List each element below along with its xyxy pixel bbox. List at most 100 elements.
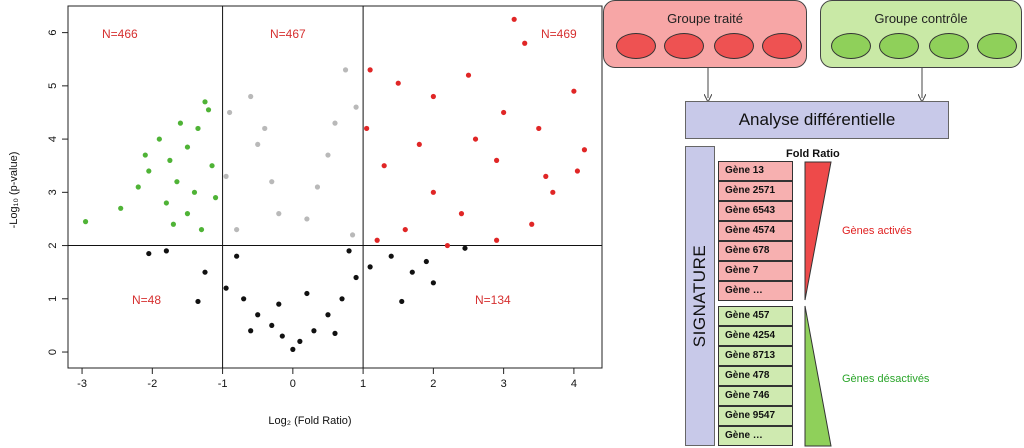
scatter-point	[430, 93, 436, 100]
scatter-point	[332, 330, 338, 336]
scatter-point	[297, 338, 303, 344]
scatter-point	[353, 274, 359, 281]
scatter-point	[195, 125, 201, 132]
scatter-point	[381, 163, 387, 169]
scatter-point	[279, 333, 285, 339]
scatter-point	[511, 16, 517, 22]
control-sample-3	[929, 33, 969, 59]
axis-ticks: -3 -2 -1 0 1 2 3 4 0 1 2 3 4 5 6	[47, 30, 577, 390]
scatter-point	[311, 328, 317, 334]
scatter-point	[269, 322, 275, 329]
scatter-point	[304, 216, 310, 222]
y-tick-label: 2	[47, 242, 59, 248]
gene-down-item: Gène 457	[718, 306, 793, 326]
quadrant-count-bottom-left: N=48	[132, 293, 161, 307]
scatter-point	[325, 312, 331, 318]
scatter-point	[167, 157, 173, 163]
gene-up-item: Gène …	[718, 281, 793, 301]
scatter-point	[276, 301, 282, 307]
scatter-point	[423, 258, 429, 265]
gene-up-item: Gène 678	[718, 241, 793, 261]
scatter-point	[444, 242, 451, 249]
activated-genes-label: Gènes activés	[842, 225, 912, 237]
y-tick-label: 1	[47, 296, 59, 302]
scatter-point	[494, 237, 500, 243]
gene-up-item: Gène 2571	[718, 181, 793, 201]
scatter-point	[367, 264, 373, 270]
scatter-point	[581, 147, 588, 153]
treated-sample-3	[714, 33, 754, 59]
scatter-point	[212, 195, 219, 201]
scatter-point	[135, 184, 141, 190]
gene-down-item: Gène 9547	[718, 406, 793, 426]
scatter-point	[346, 248, 352, 254]
differential-analysis-box: Analyse différentielle	[685, 101, 949, 139]
scatter-point	[241, 296, 247, 302]
gene-up-item: Gène 13	[718, 161, 793, 181]
scatter-point	[202, 269, 208, 275]
gene-down-item: Gène 4254	[718, 326, 793, 346]
scatter-point	[269, 179, 275, 185]
scatter-point	[198, 226, 205, 233]
x-axis-label: Log₂ (Fold Ratio)	[268, 415, 351, 427]
control-group-title: Groupe contrôle	[874, 11, 968, 26]
scatter-point	[223, 285, 229, 291]
scatter-point	[402, 226, 408, 233]
gene-down-item: Gène …	[718, 426, 793, 446]
scatter-point	[364, 125, 370, 132]
scatter-point	[255, 141, 261, 148]
scatter-point	[118, 205, 124, 211]
scatter-point	[571, 88, 577, 94]
scatter-point	[163, 200, 169, 206]
scatter-point	[195, 298, 201, 305]
scatter-point	[223, 173, 229, 179]
scatter-point	[248, 328, 254, 334]
quadrant-count-top-left: N=466	[102, 27, 138, 41]
scatter-point	[163, 248, 169, 254]
scatter-point	[314, 184, 321, 190]
gene-up-item: Gène 4574	[718, 221, 793, 241]
fold-ratio-wedges	[804, 161, 832, 447]
x-tick-label: 4	[571, 378, 577, 390]
scatter-point	[339, 296, 345, 302]
scatter-point	[262, 125, 268, 132]
scatter-point	[465, 72, 472, 78]
control-sample-4	[977, 33, 1017, 59]
scatter-point	[304, 290, 310, 297]
scatter-point	[184, 211, 191, 217]
scatter-point	[184, 144, 191, 150]
scatter-point	[574, 168, 581, 174]
scatter-point	[529, 221, 535, 227]
scatter-point	[342, 67, 349, 73]
scatter-point	[501, 109, 507, 116]
control-sample-1	[831, 33, 871, 59]
scatter-point	[430, 189, 436, 195]
scatter-point	[276, 211, 282, 217]
y-tick-label: 4	[47, 136, 59, 142]
y-tick-label: 5	[47, 83, 59, 89]
scatter-point	[205, 107, 212, 113]
scatter-point	[191, 189, 198, 195]
plot-frame	[67, 5, 603, 369]
scatter-point	[399, 298, 405, 305]
scatter-point	[82, 219, 89, 225]
up-regulation-wedge	[804, 161, 832, 301]
quadrant-count-top-right: N=469	[541, 27, 577, 41]
x-tick-label: 2	[430, 378, 436, 390]
scatter-point	[416, 141, 422, 148]
scatter-point	[543, 173, 549, 179]
deactivated-genes-label: Gènes désactivés	[842, 373, 930, 385]
scatter-point	[170, 221, 176, 227]
x-tick-label: -2	[147, 378, 157, 390]
scatter-point	[494, 157, 500, 163]
scatter-point	[522, 40, 528, 46]
gene-up-item: Gène 7	[718, 261, 793, 281]
y-tick-label: 6	[47, 30, 59, 36]
quadrant-count-top-middle: N=467	[270, 27, 306, 41]
quadrant-count-bottom-right: N=134	[475, 293, 511, 307]
threshold-lines	[68, 6, 602, 368]
x-tick-label: -3	[77, 378, 87, 390]
scatter-point	[349, 232, 356, 238]
gene-down-item: Gène 8713	[718, 346, 793, 366]
scatter-point	[146, 168, 152, 174]
